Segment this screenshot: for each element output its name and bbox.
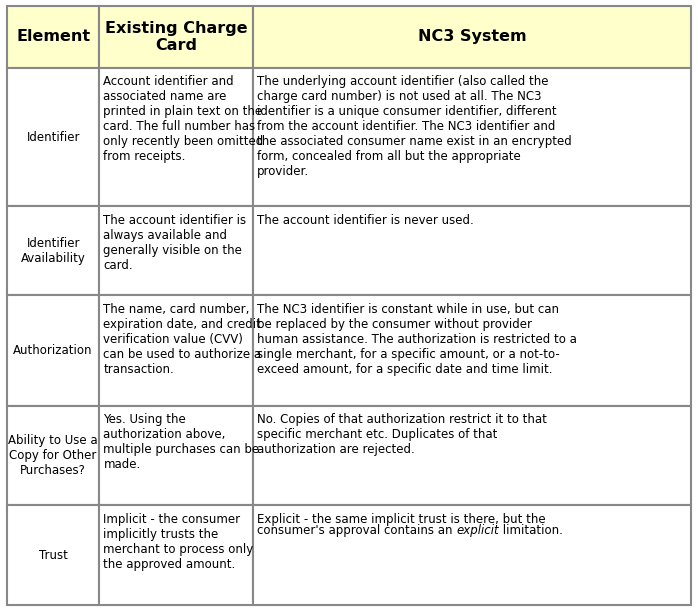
Bar bbox=[99, 68, 253, 207]
Bar bbox=[253, 6, 691, 68]
Text: The account identifier is never used.: The account identifier is never used. bbox=[258, 214, 474, 227]
Text: Identifier
Availability: Identifier Availability bbox=[21, 237, 86, 265]
Text: The name, card number,
expiration date, and credit
verification value (CVV)
can : The name, card number, expiration date, … bbox=[103, 302, 262, 376]
Bar bbox=[7, 505, 99, 605]
Bar bbox=[7, 6, 99, 68]
Bar bbox=[253, 505, 691, 605]
Bar bbox=[7, 207, 99, 295]
Text: Explicit - the same implicit trust is there, but the: Explicit - the same implicit trust is th… bbox=[258, 513, 546, 525]
Text: explicit: explicit bbox=[456, 524, 499, 537]
Text: No. Copies of that authorization restrict it to that
specific merchant etc. Dupl: No. Copies of that authorization restric… bbox=[258, 413, 547, 456]
Bar bbox=[7, 406, 99, 505]
Bar bbox=[99, 505, 253, 605]
Text: consumer's approval contains an: consumer's approval contains an bbox=[258, 524, 456, 537]
Text: The NC3 identifier is constant while in use, but can
be replaced by the consumer: The NC3 identifier is constant while in … bbox=[258, 302, 577, 376]
Bar bbox=[99, 207, 253, 295]
Bar bbox=[253, 406, 691, 505]
Text: NC3 System: NC3 System bbox=[418, 29, 526, 45]
Text: Yes. Using the
authorization above,
multiple purchases can be
made.: Yes. Using the authorization above, mult… bbox=[103, 413, 260, 471]
Text: Element: Element bbox=[16, 29, 90, 45]
Text: Ability to Use a
Copy for Other
Purchases?: Ability to Use a Copy for Other Purchase… bbox=[8, 434, 98, 477]
Text: Account identifier and
associated name are
printed in plain text on the
card. Th: Account identifier and associated name a… bbox=[103, 75, 264, 163]
Text: Authorization: Authorization bbox=[13, 344, 93, 357]
Text: limitation.: limitation. bbox=[499, 524, 563, 537]
Bar bbox=[99, 295, 253, 406]
Bar bbox=[253, 207, 691, 295]
Bar bbox=[253, 68, 691, 207]
Text: Existing Charge
Card: Existing Charge Card bbox=[105, 21, 248, 53]
Text: Identifier: Identifier bbox=[27, 131, 80, 144]
Text: Implicit - the consumer
implicitly trusts the
merchant to process only
the appro: Implicit - the consumer implicitly trust… bbox=[103, 513, 253, 571]
Text: The underlying account identifier (also called the
charge card number) is not us: The underlying account identifier (also … bbox=[258, 75, 572, 178]
Bar bbox=[99, 406, 253, 505]
Text: The account identifier is
always available and
generally visible on the
card.: The account identifier is always availab… bbox=[103, 214, 246, 271]
Bar bbox=[99, 6, 253, 68]
Bar bbox=[253, 295, 691, 406]
Bar bbox=[7, 295, 99, 406]
Bar bbox=[7, 68, 99, 207]
Text: Trust: Trust bbox=[38, 549, 68, 562]
